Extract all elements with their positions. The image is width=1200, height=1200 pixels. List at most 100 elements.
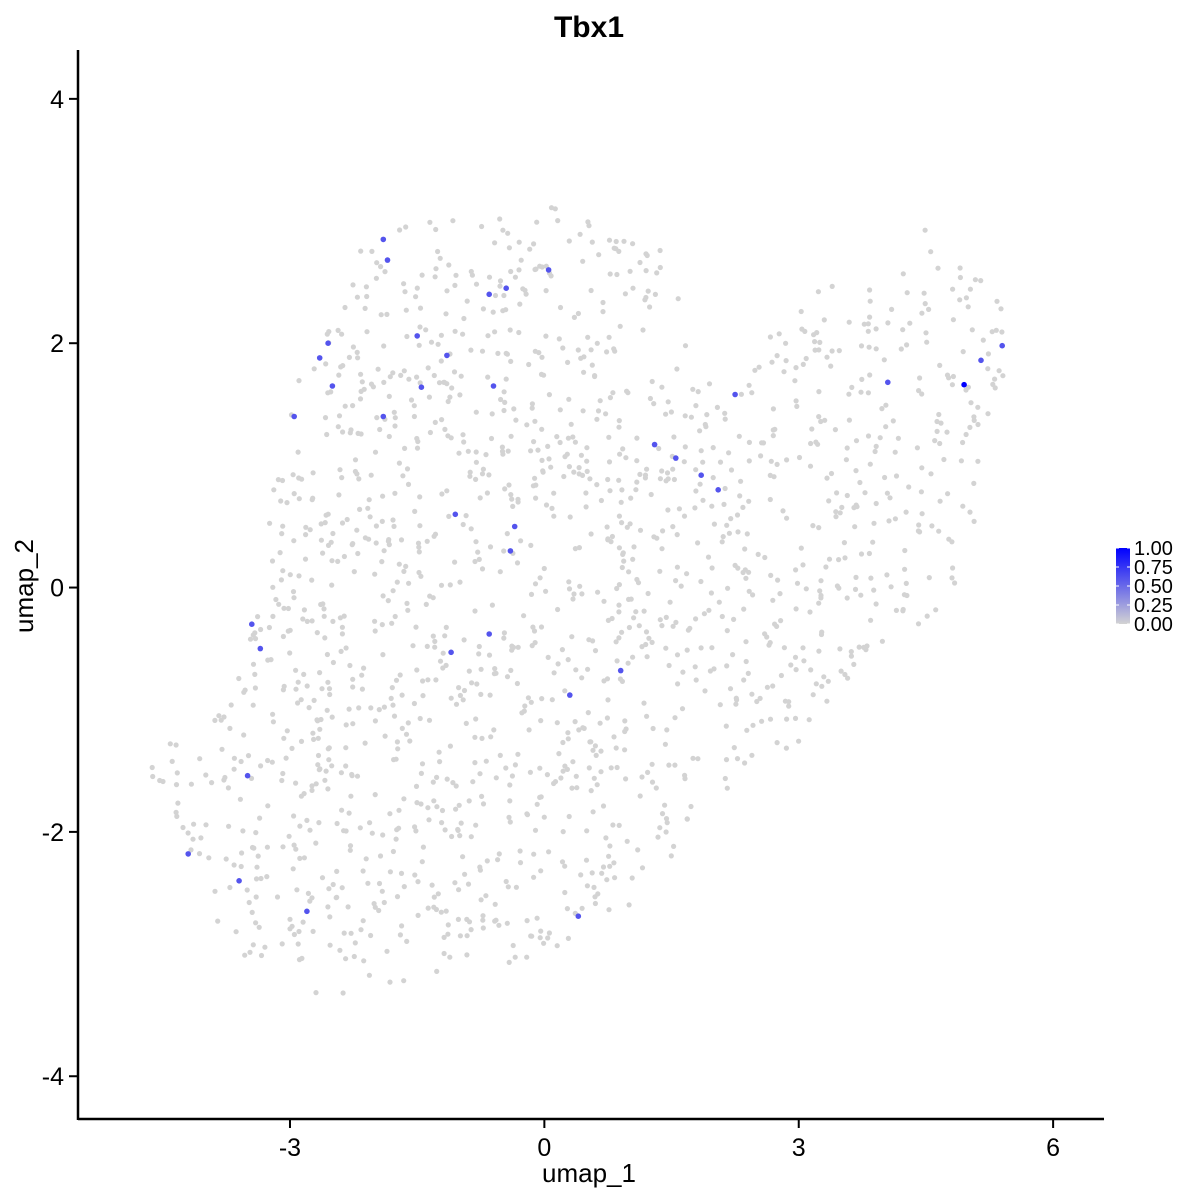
cell-point (636, 623, 642, 629)
cell-point (700, 497, 706, 503)
cell-point (439, 491, 445, 497)
cell-point (325, 511, 331, 517)
cell-point (394, 739, 400, 745)
cell-point (328, 389, 334, 395)
cell-point (538, 928, 544, 934)
expressed-cell-point (257, 645, 264, 652)
cell-point (291, 491, 297, 497)
cell-point (491, 727, 497, 733)
cell-point (688, 803, 694, 810)
legend-tick-label: 0.25 (1134, 595, 1173, 617)
cell-point (662, 802, 668, 808)
cell-point (403, 563, 409, 570)
cell-point (543, 588, 549, 594)
cell-point (539, 696, 545, 702)
cell-point (719, 539, 725, 545)
cell-point (492, 240, 498, 246)
cell-point (614, 764, 620, 771)
cell-point (427, 219, 433, 225)
cell-point (313, 840, 319, 846)
cell-point (867, 298, 873, 304)
cell-point (374, 260, 380, 266)
cell-point (944, 429, 950, 435)
cell-point (529, 401, 536, 407)
cell-point (537, 935, 543, 941)
cell-point (967, 286, 974, 292)
cell-point (492, 901, 498, 907)
cell-point (845, 675, 851, 681)
cell-point (752, 367, 758, 373)
cell-point (832, 427, 839, 433)
cell-point (794, 403, 800, 409)
cell-point (834, 583, 841, 589)
cell-point (594, 782, 600, 788)
cell-point (399, 923, 405, 929)
cell-point (600, 309, 606, 315)
cell-point (623, 455, 629, 461)
cell-point (492, 666, 498, 672)
cell-point (904, 290, 910, 296)
cell-point (603, 835, 609, 841)
cell-point (659, 623, 665, 629)
cell-point (380, 493, 386, 499)
cell-point (473, 476, 479, 482)
cell-point (822, 417, 828, 423)
cell-point (576, 471, 582, 477)
cell-point (598, 748, 604, 754)
cell-point (757, 695, 763, 702)
cell-point (770, 406, 777, 412)
cell-point (621, 238, 627, 244)
cell-point (529, 643, 535, 649)
cell-point (557, 304, 564, 311)
cell-point (304, 817, 310, 824)
cell-point (354, 773, 361, 779)
cell-point (674, 564, 681, 570)
cell-point (278, 498, 284, 504)
cell-point (554, 434, 560, 440)
cell-point (816, 600, 822, 606)
cell-point (381, 899, 387, 906)
cell-point (419, 859, 425, 865)
cell-point (468, 834, 474, 840)
cell-point (573, 667, 579, 673)
cell-point (631, 544, 637, 550)
cell-point (325, 904, 331, 910)
cell-point (600, 803, 607, 809)
cell-point (640, 327, 646, 333)
cell-point (415, 540, 422, 546)
cell-point (629, 875, 635, 881)
cell-point (476, 643, 482, 650)
cell-point (726, 450, 732, 456)
cell-point (813, 439, 819, 445)
cell-point (498, 396, 504, 403)
cell-point (464, 298, 470, 304)
cell-point (566, 238, 572, 244)
cell-point (642, 297, 648, 303)
cell-point (325, 746, 331, 752)
cell-point (892, 516, 899, 522)
cell-point (643, 268, 649, 274)
cell-point (381, 548, 387, 554)
cell-point (339, 807, 345, 813)
cell-point (784, 515, 790, 521)
cell-point (438, 332, 444, 338)
cell-point (616, 477, 622, 483)
cell-point (565, 736, 571, 742)
cell-point (417, 305, 424, 311)
cell-point (709, 565, 715, 571)
cell-point (624, 524, 630, 530)
cell-point (420, 693, 426, 699)
cell-point (584, 445, 590, 451)
cell-point (490, 309, 496, 315)
cell-point (368, 381, 375, 387)
cell-point (774, 623, 780, 630)
cell-point (741, 677, 747, 683)
cell-point (399, 692, 405, 698)
cell-point (873, 346, 879, 352)
cell-point (420, 678, 426, 684)
cell-point (949, 539, 955, 545)
cell-point (793, 606, 799, 612)
cell-point (570, 434, 576, 440)
cell-point (881, 357, 887, 363)
cell-point (225, 785, 231, 791)
